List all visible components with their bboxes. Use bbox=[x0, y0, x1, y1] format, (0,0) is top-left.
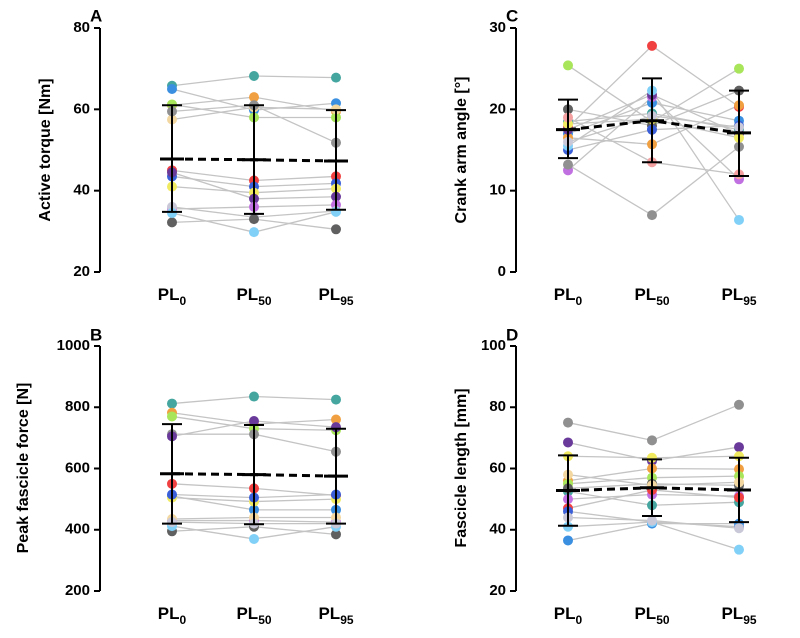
x-category-label: PL0 bbox=[158, 285, 187, 308]
y-tick-label: 800 bbox=[65, 398, 90, 415]
y-tick-label: 100 bbox=[481, 337, 506, 354]
data-point bbox=[647, 515, 657, 526]
data-point bbox=[249, 214, 259, 225]
y-tick-label: 80 bbox=[489, 398, 506, 415]
y-tick-label: 200 bbox=[65, 582, 90, 599]
x-category-label: PL50 bbox=[634, 285, 669, 308]
data-point bbox=[167, 217, 177, 228]
panel-letter: D bbox=[506, 325, 518, 344]
y-tick-label: 60 bbox=[73, 100, 90, 117]
y-tick-label: 40 bbox=[73, 182, 90, 199]
x-category-label: PL50 bbox=[236, 285, 271, 308]
data-point bbox=[563, 437, 573, 448]
y-axis-label: Peak fascicle force [N] bbox=[15, 383, 32, 554]
data-point bbox=[167, 398, 177, 409]
data-point bbox=[563, 417, 573, 428]
data-point bbox=[167, 84, 177, 94]
x-category-label: PL95 bbox=[318, 604, 353, 627]
data-point bbox=[734, 442, 744, 453]
data-point bbox=[734, 399, 744, 410]
x-category-label: PL50 bbox=[634, 604, 669, 627]
y-tick-label: 40 bbox=[489, 521, 506, 538]
data-point bbox=[331, 72, 341, 83]
panel-letter: A bbox=[90, 6, 102, 25]
x-category-label: PL0 bbox=[158, 604, 187, 627]
y-tick-label: 20 bbox=[489, 100, 506, 117]
data-point bbox=[167, 208, 177, 219]
data-point bbox=[734, 523, 744, 534]
data-point bbox=[647, 40, 657, 51]
y-axis-label: Crank arm angle [°] bbox=[453, 77, 470, 224]
data-point bbox=[249, 92, 259, 103]
panel-a: A Active torque [Nm] 20 40 60 80 PL0 PL50 PL95 bbox=[37, 6, 354, 308]
data-point bbox=[249, 391, 259, 402]
data-point bbox=[249, 533, 259, 544]
y-tick-label: 0 bbox=[498, 263, 506, 280]
y-axis-label: Fascicle length [mm] bbox=[453, 388, 470, 547]
data-point bbox=[249, 227, 259, 238]
subject-line bbox=[567, 404, 740, 442]
data-point bbox=[647, 210, 657, 221]
data-point bbox=[331, 224, 341, 235]
y-tick-label: 30 bbox=[489, 19, 506, 36]
x-category-label: PL95 bbox=[318, 285, 353, 308]
y-tick-label: 400 bbox=[65, 521, 90, 538]
panel-c: C Crank arm angle [°] 0 10 20 30 PL0 PL50 PL95 bbox=[453, 6, 757, 308]
y-tick-label: 80 bbox=[73, 19, 90, 36]
y-axis-label: Active torque [Nm] bbox=[37, 78, 54, 221]
data-point bbox=[331, 414, 341, 425]
data-point bbox=[563, 159, 573, 170]
panel-letter: C bbox=[506, 6, 518, 25]
y-tick-label: 60 bbox=[489, 459, 506, 476]
data-point bbox=[734, 544, 744, 555]
y-tick-label: 20 bbox=[489, 582, 506, 599]
panel-b: B Peak fascicle force [N] 200 400 600 800 1000… bbox=[15, 325, 354, 627]
data-point bbox=[563, 535, 573, 546]
x-category-label: PL0 bbox=[554, 285, 583, 308]
data-point bbox=[734, 214, 744, 225]
x-category-label: PL0 bbox=[554, 604, 583, 627]
data-point bbox=[331, 394, 341, 405]
data-point bbox=[563, 60, 573, 71]
y-tick-label: 600 bbox=[65, 459, 90, 476]
x-category-label: PL50 bbox=[236, 604, 271, 627]
data-point bbox=[249, 70, 259, 81]
data-point bbox=[167, 411, 177, 422]
data-point bbox=[249, 416, 259, 427]
panel-d: D Fascicle length [mm] 20 40 60 80 100 PL0 PL50 P… bbox=[453, 325, 757, 627]
y-tick-label: 20 bbox=[73, 263, 90, 280]
data-point bbox=[331, 529, 341, 540]
x-category-label: PL95 bbox=[721, 604, 756, 627]
panel-letter: B bbox=[90, 325, 102, 344]
data-point bbox=[734, 63, 744, 74]
x-category-label: PL95 bbox=[721, 285, 756, 308]
y-tick-label: 10 bbox=[489, 182, 506, 199]
y-tick-label: 1000 bbox=[57, 337, 90, 354]
data-point bbox=[647, 435, 657, 446]
